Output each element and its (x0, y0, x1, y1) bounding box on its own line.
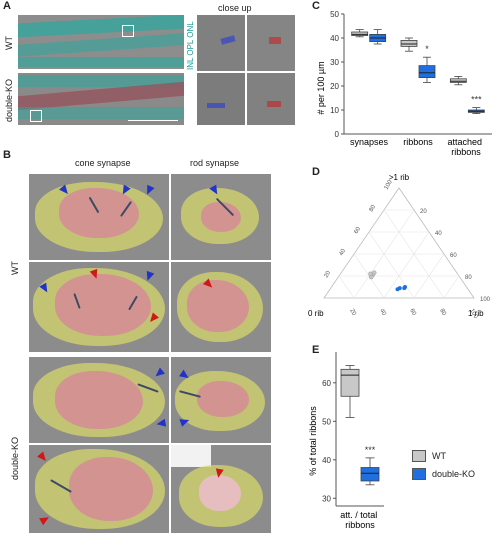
ternary-gridline (443, 275, 460, 299)
em-wt-cone-2 (28, 261, 170, 353)
panel-a-layers: INL OPL ONL (186, 21, 195, 70)
ternary-tick-left: 80 (369, 204, 378, 213)
panel-d-ternary: >1 rib 0 rib 1 rib 20 20 20 40 40 40 60 60 60 80 8… (308, 173, 491, 320)
em-wt-rod-2 (170, 261, 272, 353)
box-dko (418, 65, 436, 78)
legend-item-wt: WT (412, 450, 475, 462)
significance-mark: * (425, 44, 429, 54)
panel-e-chart: % of total ribbons 30 40 50 60 *** att. / t… (308, 352, 384, 530)
box-wt (400, 40, 418, 47)
y-tick-label: 30 (322, 494, 331, 503)
panel-b-row-dko: double-KO (10, 436, 20, 480)
ternary-gridline (338, 275, 355, 299)
panel-e-ylabel: % of total ribbons (308, 406, 318, 476)
panel-e-cat-0-l1: att. / total (340, 510, 377, 520)
panel-a-row-wt: WT (4, 36, 14, 50)
panel-b-row-wt: WT (10, 261, 20, 275)
em-wt-cone-1 (28, 173, 170, 261)
ternary-point-dko (402, 286, 407, 291)
ternary-outline (323, 187, 475, 299)
significance-mark: *** (471, 95, 482, 105)
panel-a-dko-overview (17, 72, 185, 126)
y-tick-label: 50 (322, 417, 331, 426)
ternary-tick-right: 40 (435, 231, 442, 237)
legend-swatch-dko (412, 468, 426, 480)
em-dko-cone-1 (28, 356, 170, 444)
ternary-tick-right: 20 (420, 209, 427, 215)
y-tick-label: 30 (330, 58, 339, 67)
ternary-corner-left: 0 rib (308, 309, 324, 318)
ternary-tick-left: 100 (384, 179, 395, 191)
box-wt (449, 78, 467, 83)
panel-c-cat-2: attached ribbons (447, 137, 484, 157)
em-wt-rod-1 (170, 173, 272, 261)
ternary-tick-left: 20 (324, 270, 333, 279)
y-tick-label: 0 (335, 130, 340, 139)
panel-b-col-cone: cone synapse (75, 158, 131, 168)
ternary-gridline (353, 253, 385, 299)
y-tick-label: 50 (330, 10, 339, 19)
panel-e-cat-0: att. / total ribbons (340, 510, 380, 530)
legend-label-dko: double-KO (432, 469, 476, 479)
y-tick-label: 40 (322, 456, 331, 465)
ternary-corner-right: 1 rib (468, 309, 484, 318)
legend-item-dko: double-KO (412, 468, 475, 480)
box-wt (340, 368, 360, 397)
ternary-gridline (413, 253, 445, 299)
ternary-tick-left: 40 (339, 248, 348, 257)
y-tick-label: 20 (330, 82, 339, 91)
em-dko-rod-2 (170, 444, 272, 534)
ternary-tick-bottom: 20 (348, 308, 357, 317)
panel-d-label: D (312, 166, 320, 178)
panel-c-label: C (312, 0, 320, 12)
box-dko (360, 467, 380, 482)
panel-c-cat-1: ribbons (403, 137, 433, 147)
legend-swatch-wt (412, 450, 426, 462)
ternary-tick-bottom: 100 (468, 308, 479, 320)
panel-c-ylabel: # per 100 µm (316, 61, 326, 114)
panel-c-cat-2-l1: attached (447, 137, 482, 147)
ternary-tick-right: 100 (480, 297, 491, 303)
ternary-point-wt (372, 270, 377, 275)
box-wt (351, 31, 369, 36)
legend: WT double-KO (412, 450, 475, 480)
ternary-tick-bottom: 40 (378, 308, 387, 317)
ternary-gridline (368, 231, 415, 299)
closeup-dko-left (196, 72, 246, 126)
ternary-tick-right: 80 (465, 275, 472, 281)
significance-mark: *** (365, 445, 376, 455)
ternary-tick-bottom: 60 (408, 308, 417, 317)
ternary-tick-bottom: 80 (438, 308, 447, 317)
legend-label-wt: WT (432, 451, 446, 461)
ternary-corner-top: >1 rib (389, 173, 410, 182)
panel-e-label: E (312, 344, 320, 356)
panel-a-row-dko: double-KO (4, 78, 14, 122)
em-dko-cone-2 (28, 444, 170, 534)
ternary-point-dko (395, 287, 400, 292)
ternary-gridline (383, 231, 430, 299)
y-tick-label: 10 (330, 106, 339, 115)
panel-e-cat-0-l2: ribbons (345, 520, 375, 530)
y-tick-label: 60 (322, 379, 331, 388)
panel-b-label: B (3, 149, 11, 161)
panel-c-cat-0: synapses (350, 137, 389, 147)
panel-a-label: A (3, 0, 11, 12)
ternary-tick-right: 60 (450, 253, 457, 259)
panel-a-wt-overview (17, 14, 185, 72)
closeup-wt-left (196, 14, 246, 72)
closeup-dko-right (246, 72, 296, 126)
closeup-wt-right (246, 14, 296, 72)
y-tick-label: 40 (330, 34, 339, 43)
em-dko-rod-1 (170, 356, 272, 444)
panel-b-col-rod: rod synapse (190, 158, 240, 168)
ternary-point-wt (368, 271, 373, 277)
panel-c-cat-2-l2: ribbons (451, 147, 481, 157)
ternary-tick-left: 60 (354, 226, 363, 235)
panel-a-closeup-title: close up (218, 3, 252, 13)
